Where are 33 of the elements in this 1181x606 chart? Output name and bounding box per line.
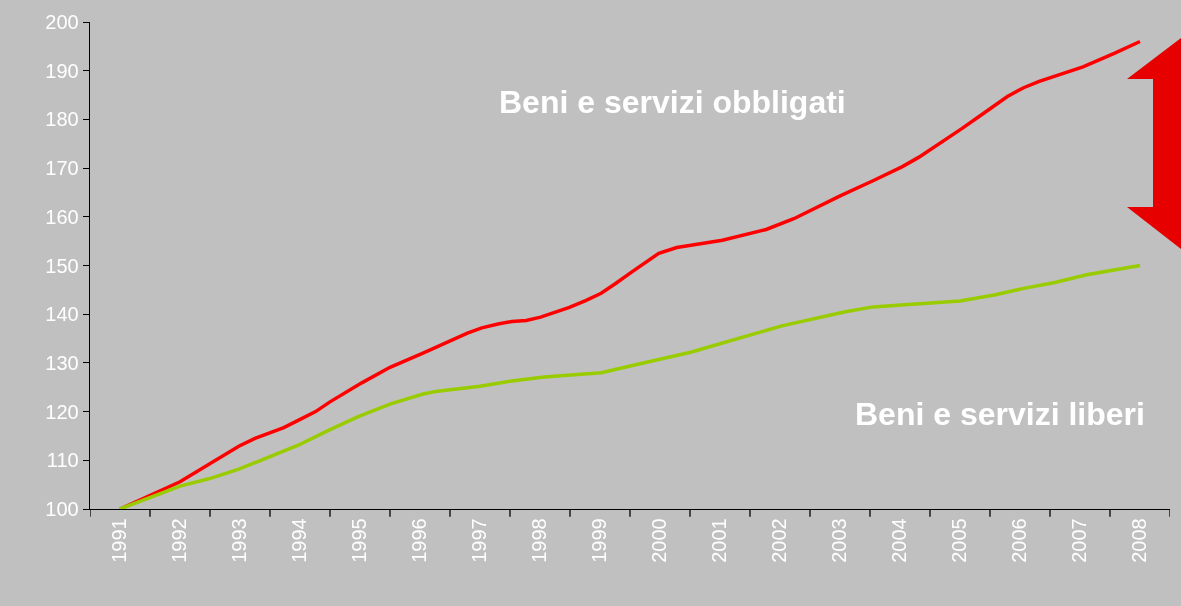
y-tick-label: 170	[45, 157, 79, 180]
x-tick-label: 2000	[648, 518, 671, 563]
x-tick-label: 2003	[828, 518, 851, 563]
y-tick-label: 180	[45, 108, 79, 131]
y-tick-label: 160	[45, 205, 79, 228]
y-tick-label: 110	[46, 449, 79, 472]
line-series	[118, 263, 1142, 509]
x-tick-label: 2004	[888, 518, 911, 563]
x-tick-label: 1999	[588, 518, 611, 563]
text: Beni e servizi obbligati	[499, 84, 846, 120]
y-tick-label: 150	[45, 254, 79, 277]
y-tick-label: 140	[45, 303, 79, 326]
y-tick-label: 120	[45, 400, 79, 423]
x-tick-label: 2001	[708, 518, 731, 563]
x-tick-label: 1996	[408, 518, 431, 563]
y-tick-label: 200	[45, 11, 79, 33]
x-tick-label: 1997	[468, 518, 491, 563]
y-tick-label: 100	[45, 498, 79, 520]
x-tick-label: 1993	[228, 518, 251, 563]
x-tick-label: 2007	[1068, 518, 1091, 563]
x-tick-label: 2008	[1128, 518, 1151, 563]
text: Beni e servizi liberi	[855, 396, 1145, 432]
x-tick-label: 2006	[1008, 518, 1031, 563]
x-tick-label: 2002	[768, 518, 791, 563]
x-tick-label: 1992	[168, 518, 191, 563]
y-tick-label: 190	[45, 59, 79, 82]
x-tick-label: 1991	[108, 518, 131, 563]
x-tick-label: 2005	[948, 518, 971, 563]
line-series	[118, 39, 1142, 509]
x-tick-label: 1995	[348, 518, 371, 563]
x-tick-label: 1994	[288, 518, 311, 563]
x-tick-label: 1998	[528, 518, 551, 563]
y-tick-label: 130	[45, 351, 79, 374]
